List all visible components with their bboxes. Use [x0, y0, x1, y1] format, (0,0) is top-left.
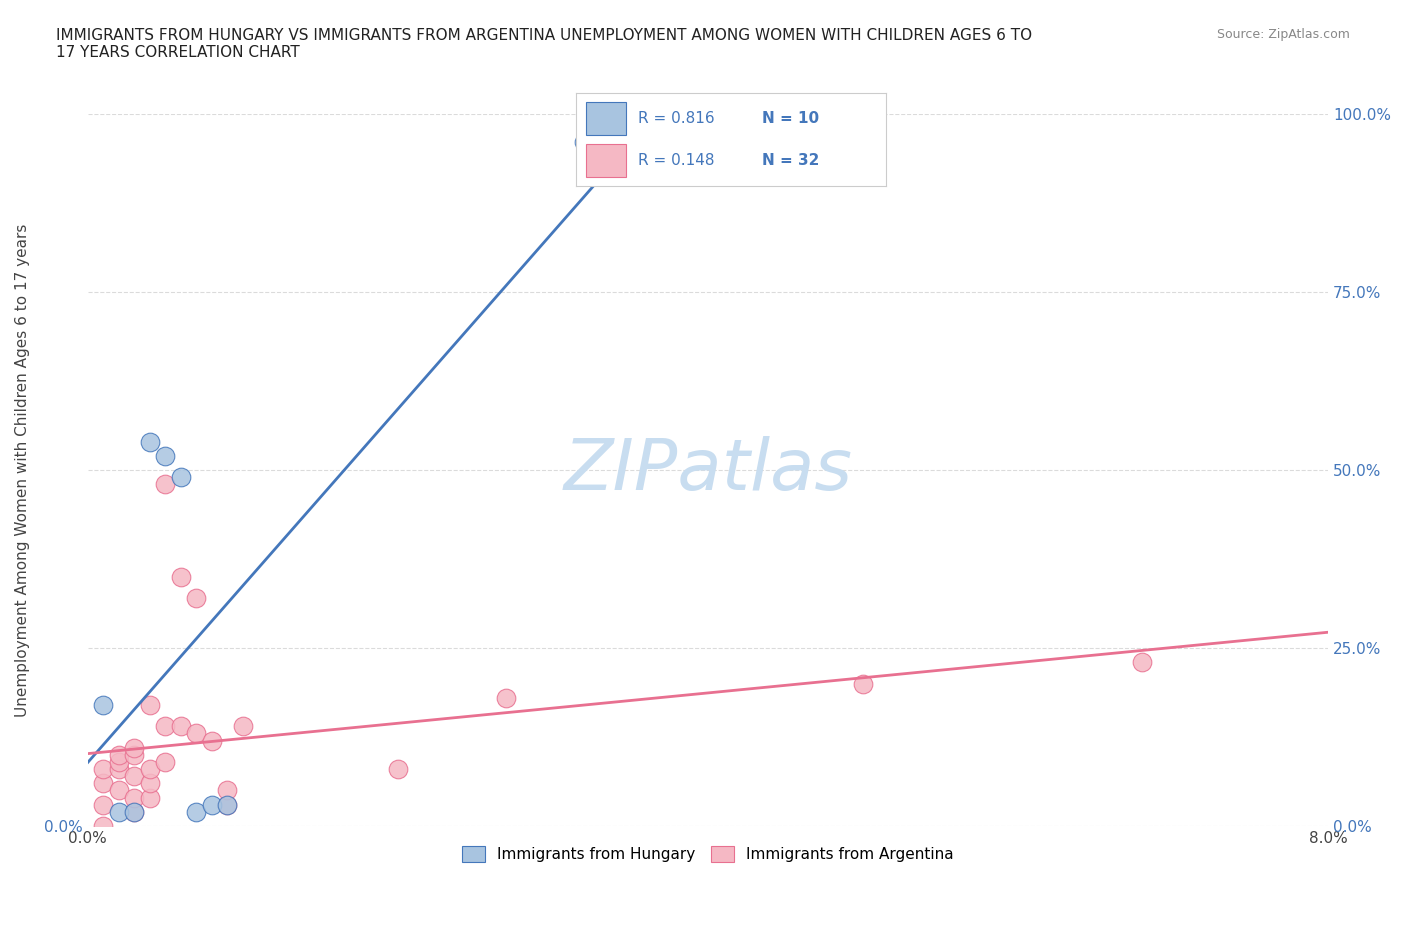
Text: N = 10: N = 10: [762, 111, 820, 126]
Point: [495, 690, 517, 705]
Point: [107, 783, 129, 798]
Point: [852, 676, 875, 691]
Point: [217, 797, 239, 812]
Text: R = 0.148: R = 0.148: [638, 153, 714, 168]
Point: [138, 762, 160, 777]
Point: [107, 748, 129, 763]
Point: [169, 719, 191, 734]
Point: [138, 776, 160, 790]
Text: IMMIGRANTS FROM HUNGARY VS IMMIGRANTS FROM ARGENTINA UNEMPLOYMENT AMONG WOMEN WI: IMMIGRANTS FROM HUNGARY VS IMMIGRANTS FR…: [56, 28, 1032, 60]
Legend: Immigrants from Hungary, Immigrants from Argentina: Immigrants from Hungary, Immigrants from…: [456, 840, 960, 869]
Point: [122, 804, 145, 819]
Text: N = 32: N = 32: [762, 153, 820, 168]
Point: [169, 470, 191, 485]
Point: [91, 762, 114, 777]
Bar: [586, 102, 626, 135]
Point: [217, 797, 239, 812]
Bar: [586, 144, 626, 177]
Point: [184, 804, 207, 819]
Text: R = 0.816: R = 0.816: [638, 111, 714, 126]
Point: [217, 783, 239, 798]
Point: [107, 754, 129, 769]
Point: [153, 754, 176, 769]
Point: [572, 135, 595, 150]
Point: [153, 477, 176, 492]
Point: [184, 726, 207, 741]
Point: [91, 797, 114, 812]
Point: [138, 698, 160, 712]
Point: [91, 818, 114, 833]
Text: Source: ZipAtlas.com: Source: ZipAtlas.com: [1216, 28, 1350, 41]
Point: [107, 804, 129, 819]
Point: [91, 776, 114, 790]
Point: [122, 740, 145, 755]
Point: [138, 790, 160, 805]
Point: [184, 591, 207, 605]
Point: [387, 762, 409, 777]
Point: [107, 762, 129, 777]
Point: [200, 797, 222, 812]
Point: [138, 434, 160, 449]
Y-axis label: Unemployment Among Women with Children Ages 6 to 17 years: Unemployment Among Women with Children A…: [15, 223, 30, 717]
Point: [122, 804, 145, 819]
Point: [122, 748, 145, 763]
Point: [1130, 655, 1153, 670]
Point: [153, 719, 176, 734]
Point: [122, 790, 145, 805]
Point: [169, 569, 191, 584]
Point: [122, 769, 145, 784]
Point: [232, 719, 254, 734]
Point: [153, 448, 176, 463]
Text: ZIPatlas: ZIPatlas: [564, 435, 852, 504]
Point: [91, 698, 114, 712]
Point: [200, 733, 222, 748]
